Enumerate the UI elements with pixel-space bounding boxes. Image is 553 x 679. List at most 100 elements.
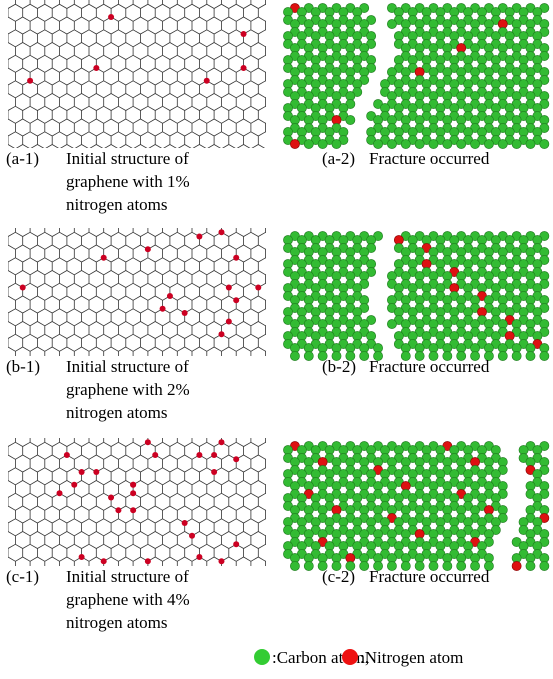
- carbon-atom: [415, 139, 424, 148]
- nitrogen-atom: [226, 285, 232, 291]
- carbon-atom: [346, 115, 355, 124]
- carbon-atom: [540, 561, 549, 570]
- nitrogen-atom: [182, 520, 188, 526]
- nitrogen-atom: [211, 452, 217, 458]
- panels: (a-1) Initial structure of graphene with 1…: [0, 0, 549, 632]
- nitrogen-atom: [27, 78, 33, 84]
- nitrogen-atom: [196, 452, 202, 458]
- carbon-atom: [429, 139, 438, 148]
- nitrogen-atom: [145, 439, 151, 445]
- nitrogen-atom: [189, 533, 195, 539]
- carbon-atom: [290, 351, 299, 360]
- carbon-atom: [373, 139, 382, 148]
- carbon-atom: [401, 139, 410, 148]
- nitrogen-atom: [145, 246, 151, 252]
- nitrogen-atom: [130, 482, 136, 488]
- nitrogen-atom: [93, 469, 99, 475]
- lattice: [0, 417, 288, 587]
- panel-caption: nitrogen atoms: [66, 195, 168, 214]
- nitrogen-legend-marker: [342, 649, 358, 665]
- nitrogen-atom: [115, 507, 121, 513]
- carbon-atom: [470, 139, 479, 148]
- carbon-atom: [387, 139, 396, 148]
- panel-caption: Fracture occurred: [369, 357, 490, 376]
- nitrogen-atom: [108, 14, 114, 20]
- panel-caption: Initial structure of: [66, 567, 189, 586]
- panel-caption: Fracture occurred: [369, 149, 490, 168]
- carbon-atom: [360, 351, 369, 360]
- nitrogen-atom: [196, 554, 202, 560]
- nitrogen-atom: [20, 285, 26, 291]
- lattice: [0, 207, 288, 377]
- nitrogen-atom: [233, 297, 239, 303]
- nitrogen-atom: [93, 65, 99, 71]
- nitrogen-atom: [241, 31, 247, 37]
- panel-caption: graphene with 4%: [66, 590, 190, 609]
- nitrogen-atom: [233, 255, 239, 261]
- nitrogen-atom: [290, 139, 299, 148]
- nitrogen-atom: [79, 469, 85, 475]
- carbon-atom: [387, 19, 396, 28]
- nitrogen-atom: [101, 558, 107, 564]
- panel-label: (b-1): [6, 357, 40, 376]
- nitrogen-atom: [182, 310, 188, 316]
- nitrogen-atom: [130, 507, 136, 513]
- panel-caption: graphene with 2%: [66, 380, 190, 399]
- nitrogen-atom: [101, 255, 107, 261]
- carbon-atom: [498, 139, 507, 148]
- carbon-atom: [304, 561, 313, 570]
- nitrogen-atom: [108, 495, 114, 501]
- hex-lattice: [0, 207, 288, 377]
- nitrogen-atom: [218, 331, 224, 337]
- carbon-atom: [512, 351, 521, 360]
- carbon-atom: [526, 351, 535, 360]
- nitrogen-atom: [218, 439, 224, 445]
- panel-label: (c-1): [6, 567, 39, 586]
- nitrogen-atom: [233, 541, 239, 547]
- nitrogen-atom: [71, 482, 77, 488]
- panel-caption: Initial structure of: [66, 357, 189, 376]
- carbon-atom: [512, 139, 521, 148]
- nitrogen-atom: [211, 469, 217, 475]
- hex-lattice: [0, 0, 288, 162]
- carbon-atom: [540, 351, 549, 360]
- carbon-atom: [290, 561, 299, 570]
- nitrogen-atom: [130, 490, 136, 496]
- carbon-atom: [332, 139, 341, 148]
- carbon-atom: [304, 351, 313, 360]
- carbon-atom: [360, 561, 369, 570]
- carbon-atom: [318, 139, 327, 148]
- panel-label: (a-1): [6, 149, 39, 168]
- carbon-atom: [304, 139, 313, 148]
- nitrogen-atom: [152, 452, 158, 458]
- panel-label: (b-2): [322, 357, 356, 376]
- panel-caption: graphene with 1%: [66, 172, 190, 191]
- nitrogen-atom: [57, 490, 63, 496]
- nitrogen-atom: [204, 78, 210, 84]
- carbon-atom: [387, 319, 396, 328]
- nitrogen-atom: [196, 234, 202, 240]
- carbon-atom: [498, 351, 507, 360]
- panel-label: (a-2): [322, 149, 355, 168]
- carbon-atom: [540, 139, 549, 148]
- nitrogen-atom: [218, 229, 224, 235]
- carbon-atom: [484, 139, 493, 148]
- nitrogen-atom: [218, 558, 224, 564]
- carbon-atom: [526, 139, 535, 148]
- nitrogen-atom: [512, 561, 521, 570]
- carbon-atom: [443, 139, 452, 148]
- nitrogen-atom: [167, 293, 173, 299]
- figure: (a-1) Initial structure of graphene with 1…: [0, 0, 553, 679]
- panel-caption: Fracture occurred: [369, 567, 490, 586]
- nitrogen-atom: [145, 558, 151, 564]
- nitrogen-atom: [241, 65, 247, 71]
- panel-caption: nitrogen atoms: [66, 403, 168, 422]
- nitrogen-atom: [160, 306, 166, 312]
- lattice: [0, 0, 288, 162]
- legend-label: :Nitrogen atom: [360, 648, 463, 667]
- nitrogen-atom: [226, 319, 232, 325]
- nitrogen-atom: [233, 456, 239, 462]
- carbon-atom: [457, 139, 466, 148]
- nitrogen-atom: [64, 452, 70, 458]
- nitrogen-atom: [79, 554, 85, 560]
